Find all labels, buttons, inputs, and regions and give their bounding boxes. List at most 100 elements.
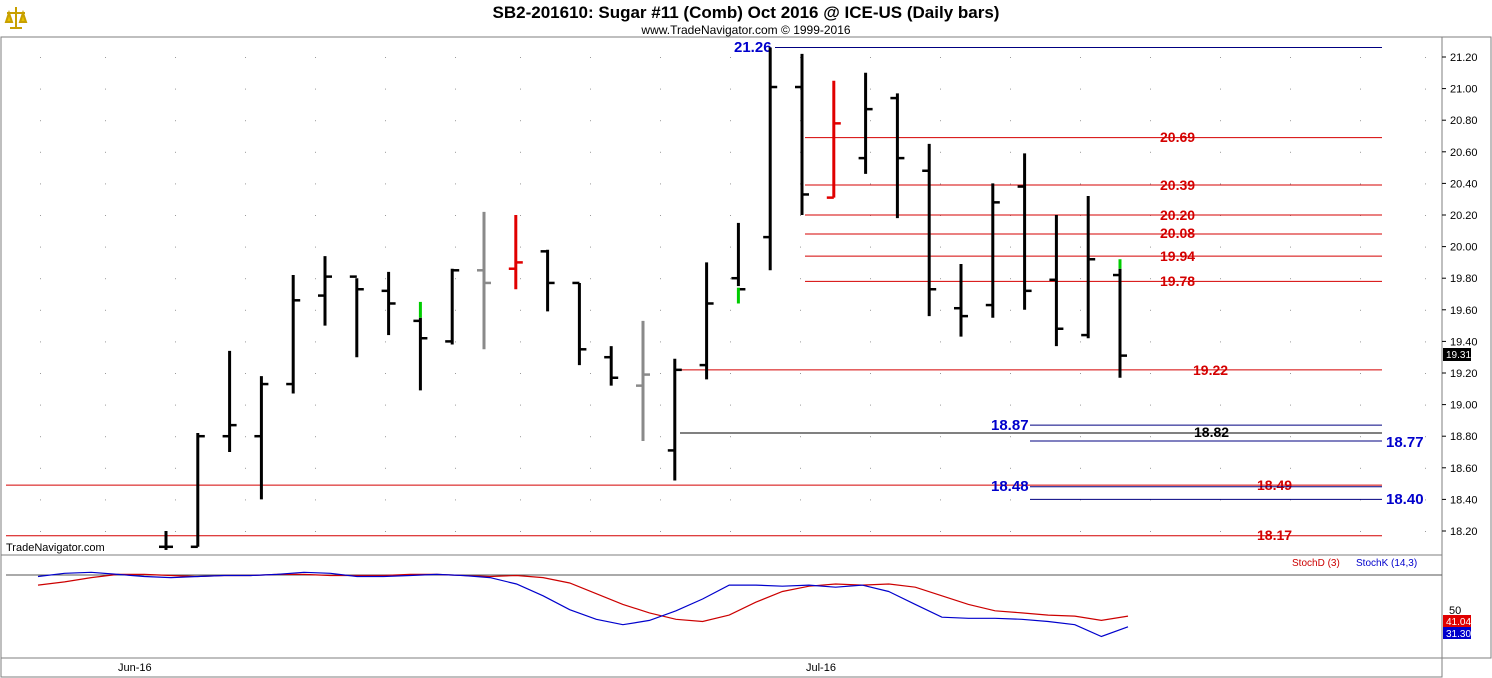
level-lines: 21.26 20.69 20.39 20.20 20.08 19.94 19.78 19.22… [6, 39, 1424, 543]
grid-dot [520, 341, 521, 343]
grid-dot [520, 531, 521, 532]
grid-dot [105, 309, 106, 311]
grid-dot [40, 436, 41, 438]
price-bar [413, 301, 428, 391]
grid-dot [175, 309, 176, 311]
grid-dot [1010, 499, 1011, 501]
grid-dot [385, 246, 386, 248]
grid-dot [245, 499, 246, 501]
price-bar [477, 211, 491, 350]
grid-dot [1360, 183, 1361, 185]
grid-dot [800, 278, 801, 280]
grid-dot [1150, 436, 1151, 438]
grid-dot [1220, 57, 1221, 58]
grid-dot [245, 151, 246, 153]
grid-dot [800, 531, 801, 532]
grid-dot [1360, 309, 1361, 311]
grid-dot [1080, 467, 1081, 469]
y-tick-label: 18.40 [1450, 494, 1478, 506]
price-bar [954, 263, 968, 337]
grid-dot [590, 341, 591, 343]
grid-dot [1360, 246, 1361, 248]
y-axis-ticks: 18.20 18.40 18.60 18.80 19.00 19.20 19.40 19.60… [1442, 52, 1478, 538]
grid-dot [315, 183, 316, 185]
stochastic-lines [6, 571, 1442, 638]
grid-dot [1425, 373, 1426, 374]
grid-dot [1150, 151, 1151, 153]
y-tick-label: 19.60 [1450, 305, 1478, 317]
grid-dot [245, 278, 246, 280]
svg-text:41.04: 41.04 [1446, 617, 1471, 628]
grid-dot [940, 341, 941, 343]
grid-dot [520, 120, 521, 122]
grid-dot [870, 499, 871, 501]
grid-dot [870, 467, 871, 469]
grid-dot [385, 404, 386, 406]
grid-dot [105, 467, 106, 469]
grid-dot [870, 373, 871, 374]
grid-dot [870, 183, 871, 185]
stoch-d-value-tag: 41.04 [1443, 615, 1471, 628]
price-bar [667, 358, 682, 481]
grid-dot [385, 278, 386, 280]
grid-dot [385, 309, 386, 311]
grid-dot [1290, 88, 1291, 90]
grid-dot [870, 88, 871, 90]
grid-dot [40, 120, 41, 122]
price-bar [540, 249, 555, 312]
grid-dot [1425, 183, 1426, 185]
y-tick-label: 20.80 [1450, 115, 1478, 127]
grid-dot [455, 278, 456, 280]
grid-dot [1290, 341, 1291, 343]
grid-dot [1010, 373, 1011, 374]
grid-dot [800, 215, 801, 216]
grid-dot [590, 151, 591, 153]
grid-dot [175, 373, 176, 374]
grid-dot [1150, 404, 1151, 406]
grid-dot [315, 373, 316, 374]
grid-dot [1220, 183, 1221, 185]
price-bar [731, 222, 746, 304]
grid-dot [1290, 120, 1291, 122]
grid-dot [1010, 531, 1011, 532]
grid-dot [385, 183, 386, 185]
grid-dot [590, 215, 591, 216]
y-tick-label: 18.20 [1450, 526, 1478, 538]
grid-dot [455, 183, 456, 185]
grid-dot [800, 341, 801, 343]
grid-dot [105, 436, 106, 438]
grid-dot [520, 436, 521, 438]
price-panel [0, 36, 1443, 556]
grid-dot [1220, 151, 1221, 153]
x-label-jul: Jul-16 [806, 662, 836, 674]
grid-dot [315, 404, 316, 406]
stoch-k-value-tag: 31.30 [1443, 627, 1471, 640]
level-label: 21.26 [734, 39, 772, 56]
grid-dot [1360, 151, 1361, 153]
grid-dot [870, 57, 871, 58]
grid-dot [315, 436, 316, 438]
grid-dot [1080, 404, 1081, 406]
grid-dot [1220, 278, 1221, 280]
grid-dot [1080, 120, 1081, 122]
grid-dot [730, 278, 731, 280]
grid-dot [1425, 215, 1426, 216]
price-bar [604, 346, 619, 386]
grid-dot [730, 88, 731, 90]
grid-dot [660, 120, 661, 122]
grid-dot [315, 151, 316, 153]
grid-dot [1010, 278, 1011, 280]
grid-dot [520, 88, 521, 90]
grid-dot [175, 246, 176, 248]
grid-dot [590, 120, 591, 122]
grid-dot [1150, 373, 1151, 374]
grid-dot [940, 373, 941, 374]
grid-dot [870, 278, 871, 280]
price-bar [508, 215, 523, 290]
grid-dot [455, 309, 456, 311]
grid-dot [455, 467, 456, 469]
grid-dot [245, 57, 246, 58]
level-label: 18.49 [1257, 477, 1292, 493]
grid-dot [40, 278, 41, 280]
grid-dot [940, 120, 941, 122]
